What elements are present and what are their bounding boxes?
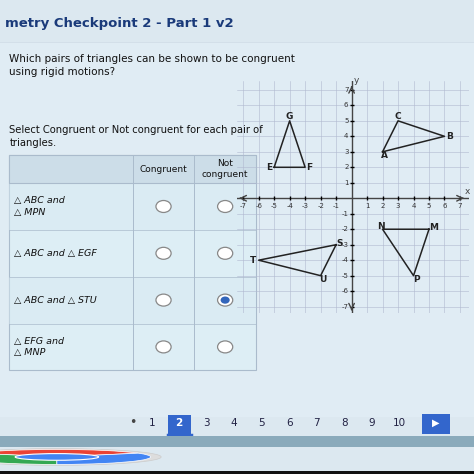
- Point: [253, 180, 259, 186]
- Text: y: y: [354, 76, 359, 85]
- Point: [253, 227, 259, 233]
- Text: -7: -7: [341, 304, 348, 310]
- Text: 2: 2: [380, 203, 385, 209]
- Text: 1: 1: [344, 180, 348, 186]
- Text: 7: 7: [313, 418, 320, 428]
- Text: 6: 6: [442, 203, 447, 209]
- Point: [7, 227, 12, 233]
- Text: 3: 3: [203, 418, 210, 428]
- Bar: [0, 436, 474, 447]
- Text: -6: -6: [255, 203, 262, 209]
- Text: 7: 7: [344, 87, 348, 93]
- Point: [188, 432, 193, 438]
- Text: Not
congruent: Not congruent: [202, 159, 248, 179]
- Text: Select Congruent or Not congruent for each pair of
triangles.: Select Congruent or Not congruent for ea…: [9, 125, 263, 148]
- Text: E: E: [266, 163, 272, 172]
- Text: -2: -2: [317, 203, 324, 209]
- Text: 5: 5: [258, 418, 265, 428]
- Text: 5: 5: [344, 118, 348, 124]
- Text: S: S: [337, 239, 343, 247]
- Text: -4: -4: [286, 203, 293, 209]
- Circle shape: [156, 247, 171, 259]
- Text: metry Checkpoint 2 - Part 1 v2: metry Checkpoint 2 - Part 1 v2: [5, 17, 233, 30]
- Point: [130, 152, 136, 158]
- Text: 2: 2: [175, 418, 183, 428]
- Text: Congruent: Congruent: [140, 164, 187, 173]
- Circle shape: [218, 201, 233, 212]
- Text: -5: -5: [342, 273, 348, 279]
- Text: 6: 6: [344, 102, 348, 109]
- Text: 7: 7: [458, 203, 462, 209]
- Text: 6: 6: [286, 418, 292, 428]
- Text: G: G: [286, 112, 293, 121]
- Bar: [168, 415, 191, 434]
- Text: -2: -2: [342, 226, 348, 232]
- Text: 8: 8: [341, 418, 347, 428]
- Text: U: U: [319, 275, 327, 284]
- Text: ▶: ▶: [432, 418, 440, 428]
- Text: 10: 10: [392, 418, 406, 428]
- Text: 4: 4: [411, 203, 416, 209]
- Text: 4: 4: [231, 418, 237, 428]
- Text: -7: -7: [240, 203, 246, 209]
- Text: •: •: [129, 416, 137, 429]
- Text: N: N: [377, 222, 385, 231]
- Point: [253, 320, 259, 326]
- Text: Which pairs of triangles can be shown to be congruent
using rigid motions?: Which pairs of triangles can be shown to…: [9, 54, 295, 77]
- Text: △ ABC and △ STU: △ ABC and △ STU: [14, 296, 97, 305]
- Point: [191, 152, 197, 158]
- Text: △ ABC and △ EGF: △ ABC and △ EGF: [14, 249, 97, 258]
- Text: A: A: [382, 151, 388, 160]
- Text: M: M: [429, 223, 438, 232]
- Text: △ ABC and
△ MPN: △ ABC and △ MPN: [14, 196, 65, 217]
- Bar: [9, 155, 256, 370]
- Bar: [422, 414, 450, 434]
- Text: △ EFG and
△ MNP: △ EFG and △ MNP: [14, 337, 64, 357]
- Point: [7, 180, 12, 186]
- Text: -6: -6: [341, 288, 348, 294]
- Point: [7, 274, 12, 280]
- Text: 4: 4: [344, 133, 348, 139]
- Circle shape: [218, 341, 233, 353]
- Text: 3: 3: [344, 149, 348, 155]
- Circle shape: [0, 448, 161, 465]
- Text: 1: 1: [365, 203, 369, 209]
- Text: 9: 9: [368, 418, 375, 428]
- Bar: [9, 277, 256, 323]
- Text: -3: -3: [301, 203, 309, 209]
- Circle shape: [156, 341, 171, 353]
- Text: -5: -5: [271, 203, 278, 209]
- Circle shape: [218, 247, 233, 259]
- Circle shape: [156, 294, 171, 306]
- Bar: [9, 183, 256, 230]
- Text: F: F: [306, 163, 312, 172]
- Point: [191, 367, 197, 373]
- Text: 1: 1: [148, 418, 155, 428]
- Circle shape: [218, 294, 233, 306]
- Text: -3: -3: [341, 242, 348, 248]
- Wedge shape: [0, 453, 57, 465]
- Text: T: T: [250, 255, 256, 264]
- Text: x: x: [464, 187, 470, 196]
- Bar: [9, 155, 256, 183]
- Text: -1: -1: [333, 203, 339, 209]
- Point: [130, 367, 136, 373]
- Text: P: P: [413, 275, 420, 284]
- Point: [7, 320, 12, 326]
- Bar: [0, 471, 474, 474]
- Circle shape: [220, 297, 230, 304]
- Text: B: B: [446, 132, 453, 141]
- Text: 3: 3: [396, 203, 400, 209]
- Wedge shape: [0, 449, 138, 457]
- Text: 2: 2: [344, 164, 348, 170]
- Point: [165, 432, 171, 438]
- Text: C: C: [395, 112, 401, 121]
- Text: -1: -1: [341, 211, 348, 217]
- Circle shape: [156, 201, 171, 212]
- Text: -4: -4: [342, 257, 348, 263]
- Point: [253, 274, 259, 280]
- Wedge shape: [57, 453, 151, 465]
- Circle shape: [15, 454, 99, 460]
- Text: 5: 5: [427, 203, 431, 209]
